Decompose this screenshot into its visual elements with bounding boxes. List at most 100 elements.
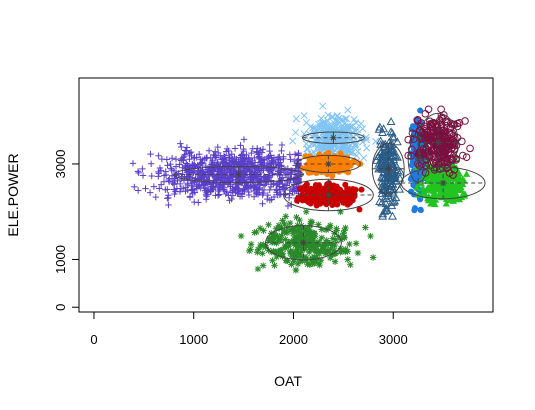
data-point [284, 230, 290, 236]
y-tick-label: 1000 [53, 245, 68, 274]
data-point [259, 201, 265, 207]
x-tick-label: 2000 [279, 332, 308, 347]
cluster-points [238, 209, 376, 274]
data-point [367, 233, 373, 239]
data-point [177, 140, 183, 146]
data-point [318, 158, 324, 164]
data-point [342, 246, 348, 252]
data-point [303, 232, 309, 238]
data-point [435, 139, 441, 145]
data-point [155, 152, 161, 158]
y-tick-label: 3000 [53, 149, 68, 178]
data-point [330, 134, 336, 140]
data-point [332, 258, 338, 264]
data-point [161, 179, 167, 185]
data-point [163, 168, 169, 174]
data-point [364, 145, 370, 151]
data-point [355, 250, 361, 256]
data-point [310, 157, 316, 163]
data-point [291, 236, 297, 242]
data-point [345, 256, 351, 262]
data-point [387, 118, 394, 124]
data-point [147, 189, 153, 195]
data-point [255, 266, 261, 272]
data-point [292, 129, 298, 135]
data-point [290, 231, 296, 237]
data-point [304, 162, 310, 168]
data-point [467, 145, 474, 152]
data-point [260, 262, 266, 268]
data-point [293, 116, 299, 122]
data-point [289, 138, 295, 144]
data-point [130, 160, 136, 166]
data-point [310, 260, 316, 266]
data-point [316, 195, 322, 201]
data-point [440, 180, 446, 186]
data-point [269, 257, 275, 263]
data-point [285, 243, 291, 249]
data-point [460, 152, 467, 159]
data-point [346, 241, 352, 247]
data-point [334, 193, 340, 199]
data-point [287, 151, 293, 157]
data-point [237, 142, 243, 148]
data-point [153, 194, 159, 200]
y-axis: 010003000 [53, 149, 79, 310]
data-point [353, 240, 359, 246]
data-point [335, 162, 341, 168]
data-point [283, 213, 289, 219]
data-point [321, 248, 327, 254]
data-point [266, 142, 272, 148]
data-point [282, 236, 288, 242]
data-point [254, 249, 260, 255]
data-point [281, 221, 287, 227]
data-point [293, 267, 299, 273]
data-point [131, 184, 137, 190]
data-point [274, 238, 280, 244]
data-point [304, 261, 310, 267]
cluster-points [130, 136, 302, 209]
data-point [184, 144, 190, 150]
data-point [463, 170, 470, 176]
data-point [195, 199, 201, 205]
data-point [422, 110, 429, 117]
data-point [169, 155, 175, 161]
data-point [250, 146, 256, 152]
data-point [328, 240, 334, 246]
data-point [362, 224, 368, 230]
data-point [276, 248, 282, 254]
data-point [177, 188, 183, 194]
x-tick-label: 1000 [179, 332, 208, 347]
data-point [295, 195, 301, 201]
data-point [251, 229, 257, 235]
data-point [149, 173, 155, 179]
data-point [279, 142, 285, 148]
data-point [370, 254, 376, 260]
data-point [359, 125, 365, 131]
data-point [425, 106, 432, 113]
data-point [333, 226, 339, 232]
data-point [438, 106, 445, 113]
data-point [342, 197, 348, 203]
data-point [341, 235, 347, 241]
data-point [246, 248, 252, 254]
data-point [235, 171, 241, 177]
data-point [241, 136, 247, 142]
data-point [463, 154, 470, 161]
data-point [303, 197, 309, 203]
data-point [232, 145, 238, 151]
data-point [206, 147, 212, 153]
data-point [278, 148, 284, 154]
data-point [216, 191, 222, 197]
data-point [358, 187, 364, 193]
data-point [266, 148, 272, 154]
data-point [165, 202, 171, 208]
data-point [319, 103, 325, 109]
data-point [341, 227, 347, 233]
data-point [135, 187, 141, 193]
data-point [304, 226, 310, 232]
data-point [411, 207, 417, 213]
data-point [300, 240, 306, 246]
data-point [257, 225, 263, 231]
